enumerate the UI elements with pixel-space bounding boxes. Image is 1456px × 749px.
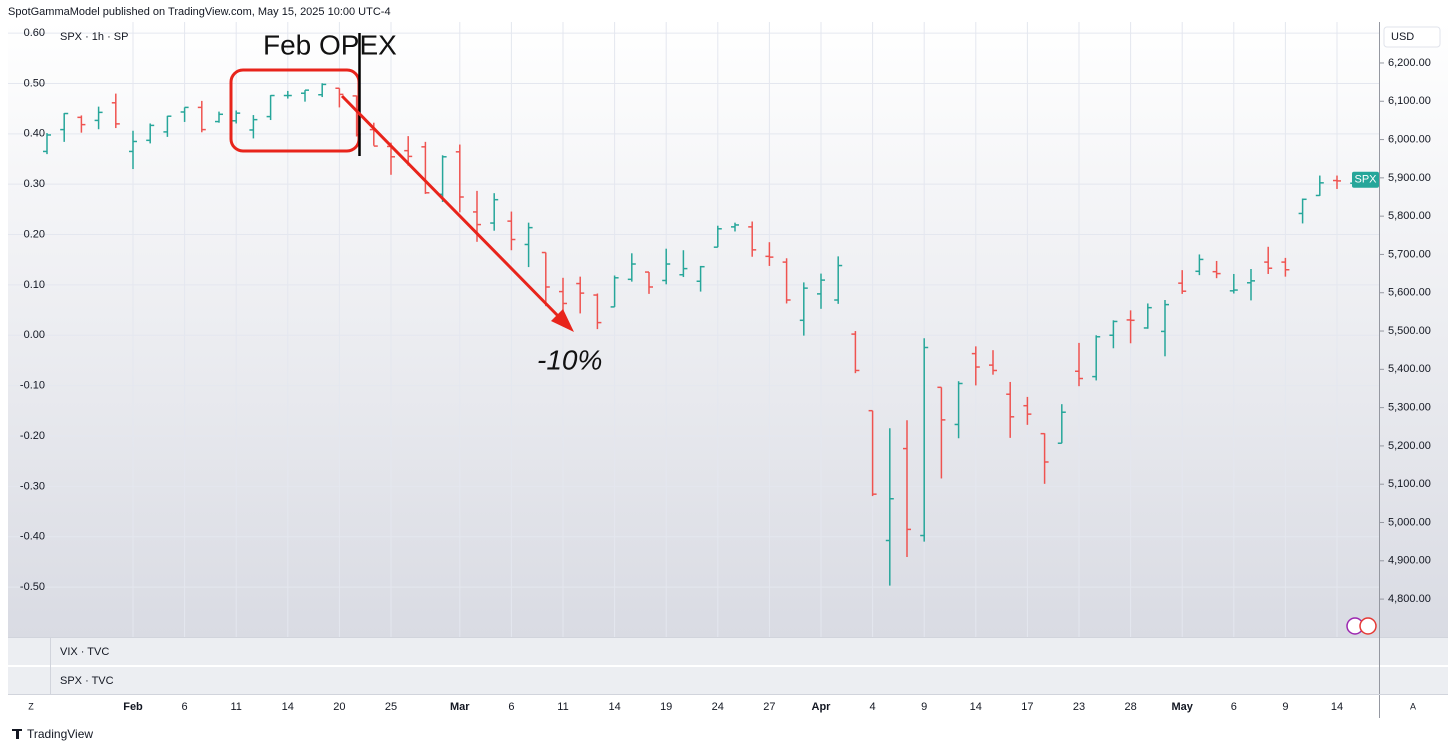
x-tick-label: May (1171, 701, 1193, 713)
scale-button[interactable]: A (1410, 701, 1416, 711)
x-tick-label: Feb (123, 701, 143, 713)
x-tick-label: 14 (608, 701, 620, 713)
x-tick-label: Apr (812, 701, 832, 713)
x-tick-label: 9 (921, 701, 927, 713)
x-tick-label: 14 (1331, 701, 1343, 713)
y-tick-label: 5,800.00 (1388, 210, 1431, 222)
labels: SpotGammaModel published on TradingView.… (8, 6, 1441, 741)
price-bars (43, 83, 1359, 586)
annotation: Feb OPEX (263, 29, 397, 60)
x-tick-label: 24 (712, 701, 724, 713)
y2-tick-label: 0.60 (24, 27, 45, 39)
y2-tick-label: 0.30 (24, 178, 45, 190)
y-tick-label: 4,800.00 (1388, 593, 1431, 605)
arrow-shaft (340, 94, 564, 322)
x-tick-label: 25 (385, 701, 397, 713)
x-tick-label: Mar (450, 701, 470, 713)
header: SpotGammaModel published on TradingView.… (8, 6, 391, 18)
event-icon (1359, 617, 1377, 635)
y2-tick-label: -0.50 (20, 581, 45, 593)
brand: TradingView (27, 727, 93, 741)
y2-tick-label: -0.20 (20, 430, 45, 442)
last-price-badge (1352, 171, 1379, 188)
y2-tick-label: 0.50 (24, 77, 45, 89)
y-tick-label: 5,400.00 (1388, 363, 1431, 375)
y-tick-label: 5,700.00 (1388, 248, 1431, 260)
currency: USD (1391, 31, 1414, 43)
x-tick-label: 6 (182, 701, 188, 713)
x-tick-label: 6 (508, 701, 514, 713)
pane-title: SPX · TVC (60, 675, 114, 687)
x-tick-label: 28 (1124, 701, 1136, 713)
y2-tick-label: -0.30 (20, 480, 45, 492)
x-tick-label: 6 (1231, 701, 1237, 713)
y-tick-label: 5,600.00 (1388, 287, 1431, 299)
arrow-head (551, 309, 574, 332)
y-tick-label: 6,200.00 (1388, 57, 1431, 69)
y2-tick-label: -0.10 (20, 380, 45, 392)
y-tick-label: 5,300.00 (1388, 402, 1431, 414)
y-tick-label: 6,000.00 (1388, 133, 1431, 145)
x-tick-label: 23 (1073, 701, 1085, 713)
y2-tick-label: 0.10 (24, 279, 45, 291)
y2-tick-label: 0.20 (24, 228, 45, 240)
x-tick-label: 17 (1021, 701, 1033, 713)
x-tick-label: 11 (230, 701, 241, 713)
y-tick-label: 5,000.00 (1388, 516, 1431, 528)
x-tick-label: 11 (557, 701, 568, 713)
y2-tick-label: 0.00 (24, 329, 45, 341)
annotation: -10% (537, 344, 602, 375)
scale-button[interactable]: Z (28, 701, 34, 711)
y2-tick-label: -0.40 (20, 531, 45, 543)
currency-box (1383, 26, 1441, 48)
x-tick-label: 19 (660, 701, 672, 713)
plot-background (8, 22, 1448, 637)
x-tick-label: 14 (282, 701, 294, 713)
brand-logo (12, 729, 22, 739)
y-tick-label: 5,100.00 (1388, 478, 1431, 490)
x-tick-label: 20 (333, 701, 345, 713)
y-tick-label: 6,100.00 (1388, 95, 1431, 107)
y-tick-label: 5,500.00 (1388, 325, 1431, 337)
y-tick-label: 4,900.00 (1388, 555, 1431, 567)
y2-tick-label: 0.40 (24, 128, 45, 140)
x-tick-label: 14 (970, 701, 982, 713)
grid (8, 22, 1379, 637)
y-tick-label: 5,200.00 (1388, 440, 1431, 452)
pane-title: VIX · TVC (60, 646, 109, 658)
x-tick-label: 27 (763, 701, 775, 713)
x-tick-label: 9 (1282, 701, 1288, 713)
series-name: SPX (1354, 174, 1377, 186)
symbol-title: SPX · 1h · SP (60, 31, 128, 43)
y-tick-label: 5,900.00 (1388, 172, 1431, 184)
x-tick-label: 4 (870, 701, 876, 713)
drawings (12, 33, 1377, 739)
